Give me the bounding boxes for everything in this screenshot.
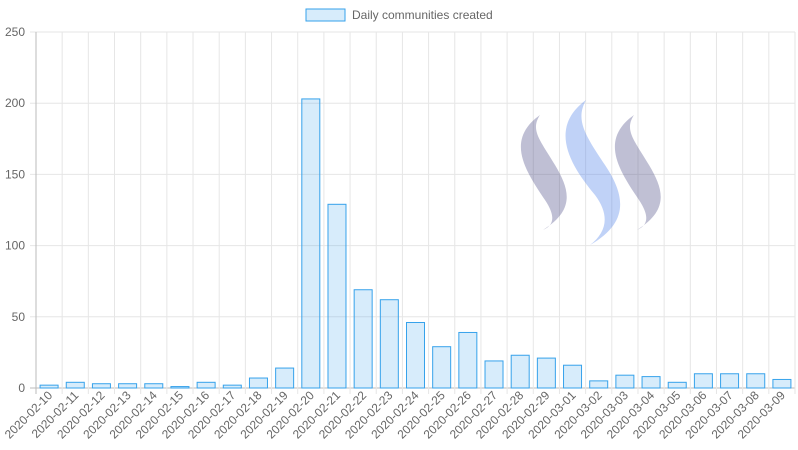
bar (196, 381, 216, 389)
bar (589, 380, 609, 389)
bar (667, 381, 687, 389)
bar (353, 289, 373, 389)
bar (432, 346, 452, 389)
watermark-logo (520, 100, 661, 245)
y-tick-label: 250 (5, 25, 25, 39)
bar (91, 383, 111, 389)
legend-label: Daily communities created (352, 8, 493, 22)
bar (484, 360, 504, 389)
bar (379, 299, 399, 389)
y-tick-label: 100 (5, 239, 25, 253)
bar (65, 381, 85, 389)
bar (641, 376, 661, 389)
y-tick-label: 0 (18, 381, 25, 395)
bar (39, 384, 59, 389)
bar (144, 383, 164, 389)
bar (772, 378, 792, 389)
legend-swatch (305, 8, 346, 22)
bar (720, 373, 740, 389)
y-tick-label: 150 (5, 167, 25, 181)
bar (458, 331, 478, 389)
bar (746, 373, 766, 389)
bar (693, 373, 713, 389)
bar (563, 364, 583, 389)
bar (170, 386, 190, 389)
bar (510, 354, 530, 389)
bar (248, 377, 268, 389)
bar (615, 374, 635, 389)
bar (118, 383, 138, 389)
plot: 0 50 100 150 200 250 Daily communities created… (2, 8, 796, 442)
bar (275, 367, 295, 389)
y-tick-label: 50 (12, 310, 26, 324)
bar (301, 98, 321, 389)
bar (406, 321, 425, 389)
y-tick-label: 200 (5, 96, 25, 110)
bar (222, 384, 242, 389)
bar (327, 203, 347, 389)
bar (536, 357, 556, 389)
